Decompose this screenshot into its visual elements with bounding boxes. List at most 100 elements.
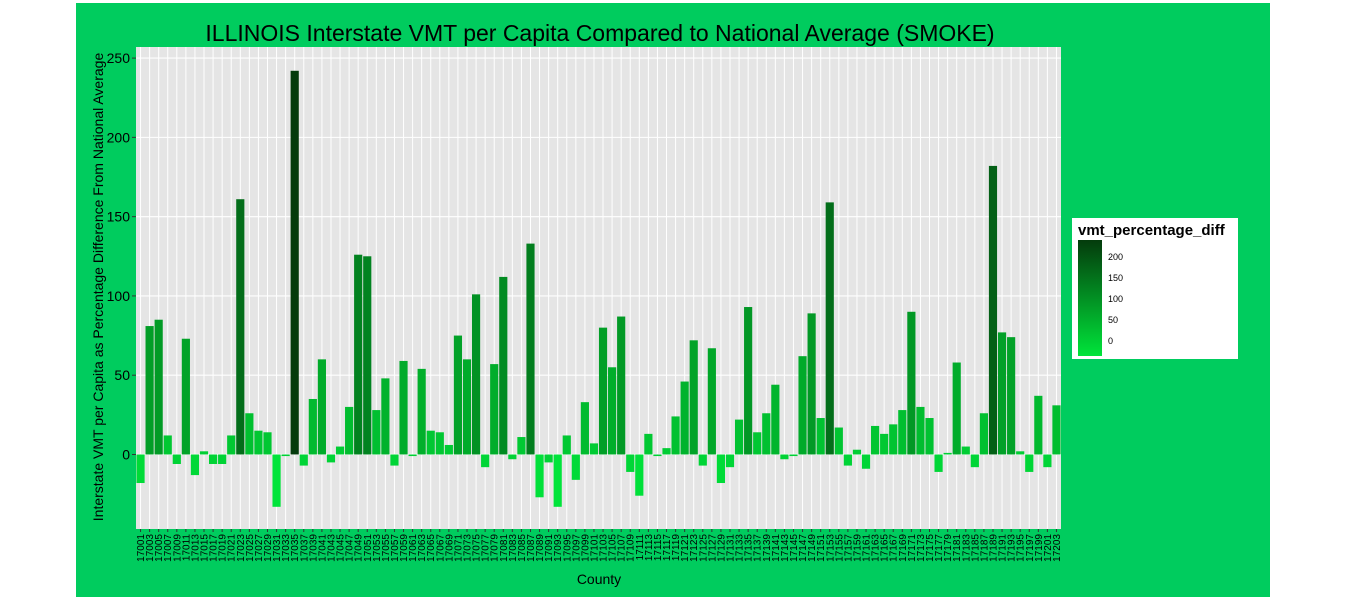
bar-17109: [626, 454, 635, 472]
bar-17011: [181, 338, 190, 455]
bar-17087: [526, 243, 535, 455]
bar-17173: [916, 406, 925, 455]
bar-17153: [825, 202, 834, 455]
bar-17121: [680, 381, 689, 455]
bar-17039: [308, 398, 317, 455]
x-tick-label: 17097: [571, 534, 582, 562]
bar-17151: [816, 418, 825, 455]
bar-17129: [716, 454, 726, 484]
bar-17179: [943, 452, 952, 455]
x-tick-label: 17127: [707, 534, 718, 562]
x-tick-label: 17063: [417, 534, 428, 562]
x-tick-label: 17131: [725, 534, 736, 562]
x-tick-label: 17137: [753, 534, 764, 562]
y-axis-ticks: 0 50 100 150 200 250: [107, 50, 136, 462]
bar-17133: [734, 419, 744, 455]
bar-17159: [852, 449, 862, 455]
bar-17163: [871, 425, 880, 455]
bar-17071: [453, 335, 463, 455]
x-tick-label: 17007: [163, 534, 174, 562]
legend-tick-label: 50: [1108, 314, 1119, 325]
y-tick-label: 200: [107, 129, 131, 145]
bar-17167: [889, 424, 898, 455]
x-tick-label: 17143: [780, 534, 791, 562]
bar-17175: [925, 418, 934, 455]
bar-17033: [281, 454, 290, 457]
x-tick-label: 17013: [190, 534, 201, 562]
color-legend: vmt_percentage_diff 0 50 100 150 200: [1072, 218, 1238, 359]
x-tick-label: 17149: [807, 534, 818, 562]
bar-17191: [997, 332, 1007, 455]
x-tick-label: 17057: [390, 534, 401, 562]
x-tick-label: 17171: [907, 534, 918, 562]
bar-17123: [689, 340, 698, 455]
bar-17047: [345, 406, 354, 455]
legend-tick-label: 150: [1108, 272, 1124, 283]
bar-17091: [544, 454, 553, 463]
x-tick-label: 17005: [154, 534, 165, 562]
x-tick-label: 17179: [943, 534, 954, 562]
bar-17065: [426, 430, 435, 455]
x-tick-label: 17061: [408, 534, 419, 562]
bar-17161: [861, 454, 871, 469]
bar-17063: [417, 368, 426, 455]
x-tick-label: 17055: [381, 534, 392, 562]
x-tick-label: 17187: [979, 534, 990, 562]
bar-17045: [335, 446, 345, 455]
x-tick-label: 17165: [880, 534, 891, 562]
x-tick-label: 17059: [399, 534, 410, 562]
bar-17025: [245, 413, 254, 455]
bar-17119: [671, 416, 680, 455]
legend-tick-label: 100: [1108, 293, 1124, 304]
y-tick-label: 50: [114, 367, 130, 383]
bar-17035: [290, 70, 299, 455]
x-tick-label: 17043: [326, 534, 337, 562]
x-tick-label: 17093: [553, 534, 564, 562]
bar-17057: [390, 454, 399, 466]
x-tick-label: 17095: [562, 534, 573, 562]
x-tick-label: 17037: [299, 534, 310, 562]
bar-17143: [780, 454, 789, 460]
bar-17101: [589, 443, 599, 455]
x-tick-label: 17119: [671, 534, 682, 562]
bar-17125: [698, 454, 707, 466]
bar-17147: [798, 356, 807, 455]
x-tick-label: 17039: [308, 534, 319, 562]
x-tick-label: 17025: [245, 534, 256, 562]
x-tick-label: 17077: [481, 534, 492, 562]
x-tick-label: 17065: [426, 534, 437, 562]
bars: [136, 70, 1061, 507]
legend-tick-label: 200: [1108, 251, 1124, 262]
bar-17067: [435, 432, 444, 455]
bar-17203: [1052, 405, 1061, 455]
bar-17183: [961, 446, 970, 455]
x-tick-label: 17011: [181, 534, 192, 562]
x-tick-label: 17045: [336, 534, 347, 562]
x-tick-label: 17029: [263, 534, 274, 562]
bar-17141: [771, 384, 780, 455]
x-tick-label: 17003: [145, 534, 156, 562]
x-tick-label: 17015: [200, 534, 211, 562]
bar-17041: [317, 359, 326, 455]
x-tick-label: 17091: [544, 534, 555, 562]
x-tick-label: 17121: [680, 534, 691, 562]
bar-17015: [199, 451, 209, 455]
x-tick-label: 17133: [735, 534, 746, 562]
plot-panel: [136, 47, 1061, 529]
x-tick-label: 17139: [762, 534, 773, 562]
x-tick-label: 17053: [372, 534, 383, 562]
x-tick-label: 17075: [472, 534, 483, 562]
x-tick-label: 17173: [916, 534, 927, 562]
x-tick-label: 17041: [317, 534, 328, 562]
x-tick-label: 17157: [843, 534, 854, 562]
bar-17187: [979, 413, 988, 455]
legend-title: vmt_percentage_diff: [1078, 222, 1225, 239]
bar-17081: [499, 276, 508, 455]
bar-17021: [227, 435, 236, 455]
bar-17135: [744, 307, 753, 455]
x-tick-label: 17181: [952, 534, 963, 562]
x-tick-label: 17185: [970, 534, 981, 562]
bar-17185: [970, 454, 979, 468]
bar-17069: [444, 444, 453, 455]
